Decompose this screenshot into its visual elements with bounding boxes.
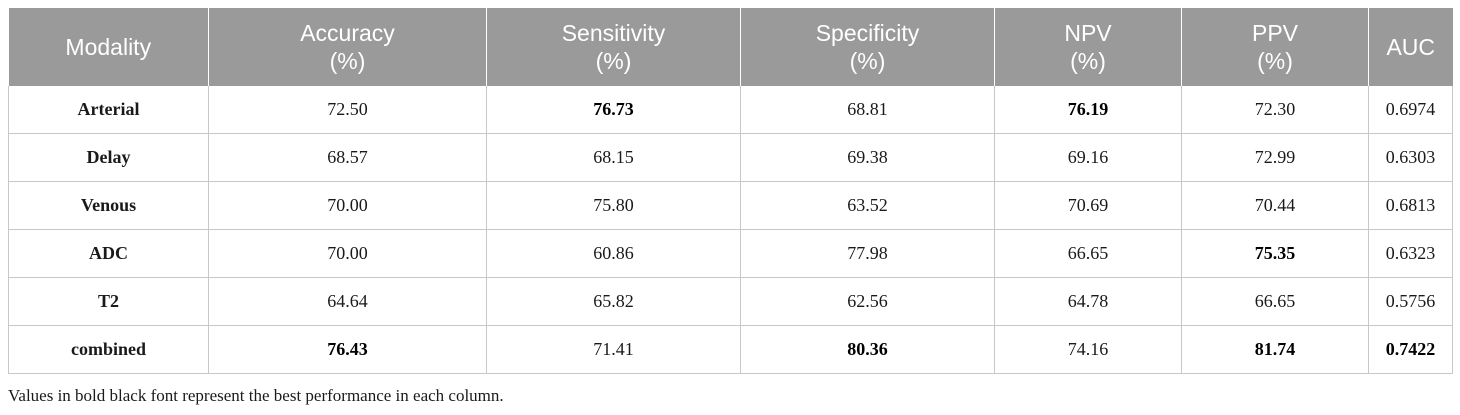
table-row: Delay 68.57 68.15 69.38 69.16 72.99 0.6303 (8, 133, 1453, 182)
column-header: Modality (8, 8, 209, 86)
table-cell: 66.65 (994, 229, 1182, 278)
table-cell: 76.43 (208, 325, 487, 374)
table-cell: 0.5756 (1368, 277, 1453, 326)
table-cell: 72.30 (1181, 86, 1369, 134)
table-cell: 0.6323 (1368, 229, 1453, 278)
table-cell: 68.57 (208, 133, 487, 182)
table-cell: 0.6303 (1368, 133, 1453, 182)
table-cell: 71.41 (486, 325, 741, 374)
table-footnote: Values in bold black font represent the … (8, 386, 504, 405)
row-label-cell: Venous (8, 181, 209, 230)
table-row: combined 76.43 71.41 80.36 74.16 81.74 0.7422 (8, 325, 1453, 374)
table-cell: 72.99 (1181, 133, 1369, 182)
table-cell: 81.74 (1181, 325, 1369, 374)
row-label-cell: Arterial (8, 86, 209, 134)
row-label-cell: combined (8, 325, 209, 374)
column-header: Accuracy (%) (208, 8, 487, 86)
table-header-row: Modality Accuracy (%) Sensitivity (%) Specifi… (8, 8, 1453, 86)
column-header: NPV (%) (994, 8, 1182, 86)
column-header-unit: (%) (595, 48, 632, 74)
row-label-cell: Delay (8, 133, 209, 182)
table-row: ADC 70.00 60.86 77.98 66.65 75.35 0.6323 (8, 229, 1453, 278)
results-table: Modality Accuracy (%) Sensitivity (%) Specifi… (8, 8, 1453, 374)
table-cell: 68.15 (486, 133, 741, 182)
column-header: Sensitivity (%) (486, 8, 741, 86)
column-header: Specificity (%) (740, 8, 995, 86)
row-label-cell: ADC (8, 229, 209, 278)
table-row: T2 64.64 65.82 62.56 64.78 66.65 0.5756 (8, 277, 1453, 326)
table-cell: 70.00 (208, 229, 487, 278)
column-header: AUC (1368, 8, 1453, 86)
column-header-label: Sensitivity (561, 20, 666, 46)
table-cell: 76.73 (486, 86, 741, 134)
column-header-unit: (%) (849, 48, 886, 74)
table-cell: 75.80 (486, 181, 741, 230)
table-row: Arterial 72.50 76.73 68.81 76.19 72.30 0.6974 (8, 86, 1453, 134)
table-cell: 66.65 (1181, 277, 1369, 326)
column-header-label: NPV (1064, 20, 1112, 46)
table-cell: 65.82 (486, 277, 741, 326)
table-cell: 77.98 (740, 229, 995, 278)
table-cell: 69.38 (740, 133, 995, 182)
column-header-label: AUC (1386, 34, 1436, 60)
column-header-label: Accuracy (300, 20, 395, 46)
table-cell: 60.86 (486, 229, 741, 278)
table-cell: 69.16 (994, 133, 1182, 182)
table-cell: 70.69 (994, 181, 1182, 230)
table-cell: 63.52 (740, 181, 995, 230)
column-header-label: Specificity (815, 20, 920, 46)
table-cell: 0.6974 (1368, 86, 1453, 134)
table-cell: 74.16 (994, 325, 1182, 374)
column-header-label: Modality (65, 34, 152, 60)
column-header-unit: (%) (329, 48, 366, 74)
table-cell: 75.35 (1181, 229, 1369, 278)
table-cell: 0.6813 (1368, 181, 1453, 230)
table-cell: 0.7422 (1368, 325, 1453, 374)
results-table-container: Modality Accuracy (%) Sensitivity (%) Specifi… (8, 8, 1453, 406)
table-row: Venous 70.00 75.80 63.52 70.69 70.44 0.6813 (8, 181, 1453, 230)
table-cell: 64.64 (208, 277, 487, 326)
column-header-unit: (%) (1257, 48, 1293, 74)
table-body: Arterial 72.50 76.73 68.81 76.19 72.30 0.6974 D… (8, 86, 1453, 374)
table-cell: 72.50 (208, 86, 487, 134)
table-cell: 80.36 (740, 325, 995, 374)
table-cell: 68.81 (740, 86, 995, 134)
table-cell: 62.56 (740, 277, 995, 326)
column-header-unit: (%) (1070, 48, 1106, 74)
table-cell: 70.00 (208, 181, 487, 230)
row-label-cell: T2 (8, 277, 209, 326)
table-cell: 64.78 (994, 277, 1182, 326)
column-header-label: PPV (1251, 20, 1299, 46)
table-cell: 76.19 (994, 86, 1182, 134)
table-cell: 70.44 (1181, 181, 1369, 230)
column-header: PPV (%) (1181, 8, 1369, 86)
